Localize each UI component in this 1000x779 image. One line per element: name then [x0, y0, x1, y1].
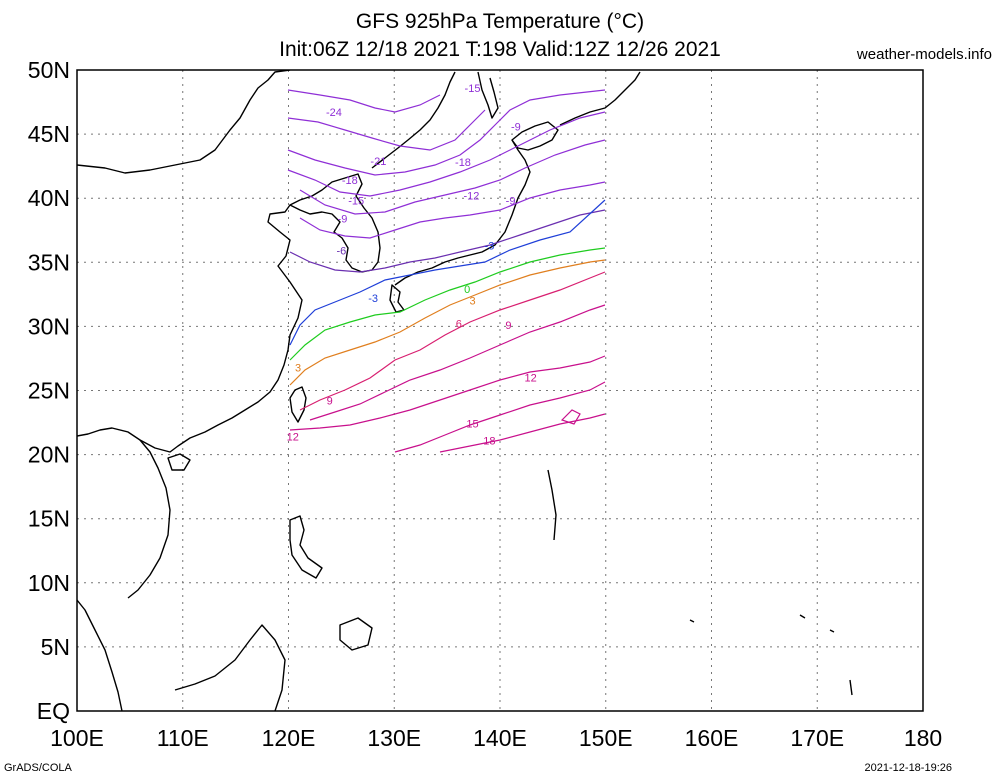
contour-label: -3: [368, 293, 378, 305]
coast-borneo: [174, 624, 286, 711]
lon-label: 180: [904, 725, 942, 751]
contour-label: -3: [485, 240, 495, 252]
contour-0: [289, 247, 606, 361]
coast-micronesia: [689, 614, 853, 696]
contour-label: -18: [455, 157, 471, 169]
contour-label: -9: [338, 214, 348, 226]
contour-label: -6: [336, 246, 346, 258]
contour-label: 18: [483, 435, 495, 447]
coast-sakhalin: [477, 71, 499, 119]
contour-label: 12: [525, 373, 537, 385]
coast-japan-kyushu: [389, 284, 405, 313]
lon-label: 170E: [790, 725, 844, 751]
coast-russia-far-east: [371, 71, 456, 169]
contour-minus6: [289, 209, 606, 273]
contour-label: -9: [511, 121, 521, 133]
lon-label: 120E: [262, 725, 316, 751]
lat-label: 50N: [28, 57, 70, 83]
lat-label: 45N: [28, 121, 70, 147]
coast-japan-hokkaido: [511, 121, 559, 151]
contour-label: 0: [464, 284, 470, 296]
contour-label: 12: [287, 431, 299, 443]
coast-indochina: [77, 599, 123, 711]
lat-label: 30N: [28, 313, 70, 339]
lon-label: 100E: [50, 725, 104, 751]
chart-title: GFS 925hPa Temperature (°C): [355, 10, 645, 33]
coast-hainan: [167, 453, 191, 471]
contour-label: -24: [326, 107, 342, 119]
contour-label: -15: [348, 196, 364, 208]
lon-label: 160E: [685, 725, 739, 751]
lat-label: 20N: [28, 442, 70, 468]
coast-china-east: [77, 204, 303, 453]
coast-kurils: [559, 71, 641, 126]
contour-label: 9: [505, 320, 511, 332]
contour-3: [289, 259, 606, 386]
longitude-labels: 100E 110E 120E 130E 140E 150E 160E 170E 180: [50, 725, 942, 751]
contour-minus24: [287, 89, 441, 113]
contour-9: [309, 304, 606, 421]
contour-label: -9: [506, 196, 516, 208]
contour-minus15: [287, 111, 606, 197]
contour-minus21: [287, 109, 486, 151]
coast-asia-mainland: [77, 70, 291, 174]
site-credit: weather-models.info: [856, 46, 992, 63]
contour-18: [439, 413, 606, 453]
contour-label: 3: [469, 296, 475, 308]
contour-6: [299, 271, 606, 411]
contour-minus18: [287, 89, 606, 176]
render-timestamp: 2021-12-18-19:26: [864, 762, 952, 774]
plot-frame: [76, 69, 924, 712]
coast-korea: [289, 173, 381, 273]
latitude-labels: 50N 45N 40N 35N 30N 25N 20N 15N 10N 5N EQ: [28, 57, 70, 724]
contour-15: [394, 381, 606, 453]
contour-label: 9: [327, 396, 333, 408]
coast-mindanao: [339, 617, 373, 651]
temperature-contours: [287, 89, 606, 453]
lon-label: 140E: [473, 725, 527, 751]
lon-label: 150E: [579, 725, 633, 751]
contour-label: 3: [295, 362, 301, 374]
contour-minus3: [289, 199, 606, 346]
contour-15-loop: [560, 409, 581, 425]
contour-label: -15: [465, 83, 481, 95]
coast-luzon: [289, 515, 323, 579]
graticule: [77, 70, 923, 711]
lat-label: 10N: [28, 570, 70, 596]
contour-label: -18: [342, 175, 358, 187]
contour-label: 6: [456, 319, 462, 331]
coastlines: [77, 70, 853, 711]
chart-subtitle: Init:06Z 12/18 2021 T:198 Valid:12Z 12/2…: [279, 38, 721, 61]
contour-12: [289, 355, 606, 431]
contour-minus12: [299, 139, 606, 215]
contour-label: 15: [466, 419, 478, 431]
lat-label: 35N: [28, 249, 70, 275]
lat-label: 40N: [28, 185, 70, 211]
contour-minus9: [299, 181, 606, 239]
contour-label: -12: [463, 190, 479, 202]
lat-label: 5N: [41, 634, 70, 660]
lat-label: EQ: [37, 698, 70, 724]
lon-label: 110E: [157, 725, 209, 751]
lat-label: 25N: [28, 378, 70, 404]
contour-label: -21: [370, 156, 386, 168]
software-credit: GrADS/COLA: [4, 762, 72, 774]
coast-bonin: [547, 469, 557, 541]
coast-taiwan: [289, 386, 307, 423]
lon-label: 130E: [367, 725, 421, 751]
lat-label: 15N: [28, 506, 70, 532]
coast-japan-honshu: [394, 139, 531, 286]
coast-vietnam: [127, 439, 171, 599]
